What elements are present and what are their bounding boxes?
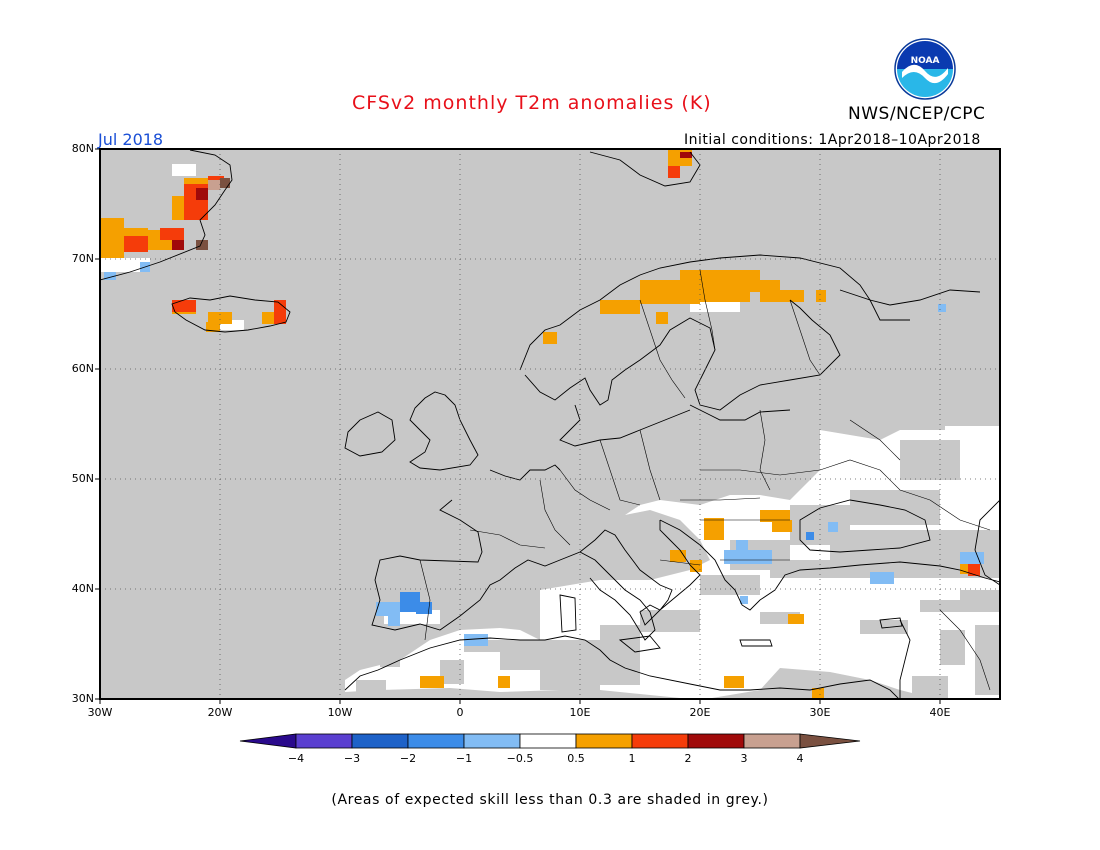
colorbar-label: −0.5: [506, 752, 534, 765]
colorbar-label: −4: [287, 752, 305, 765]
lon-label-20e: 20E: [689, 706, 711, 719]
colorbar-label: −2: [399, 752, 417, 765]
noaa-logo-text: NOAA: [911, 56, 940, 66]
colorbar-bin: [519, 733, 577, 749]
lon-label-30e: 30E: [809, 706, 831, 719]
axis-ticks: [95, 148, 941, 704]
lon-label-20w: 20W: [207, 706, 233, 719]
anomaly-2-3: [172, 152, 692, 250]
lon-label-30w: 30W: [87, 706, 113, 719]
grey-patches: [356, 440, 1000, 699]
anomaly-neg1-neg2: [400, 532, 814, 614]
colorbar-bin: [687, 733, 745, 749]
colorbar-label: −1: [455, 752, 473, 765]
colorbar-bin: [631, 733, 689, 749]
lon-label-40e: 40E: [929, 706, 951, 719]
noaa-logo-icon: NOAA: [894, 38, 956, 100]
country-borders: [419, 269, 991, 691]
colorbar-bin: [295, 733, 353, 749]
colorbar-bin: [351, 733, 409, 749]
colorbar-label: 4: [796, 752, 804, 765]
lon-label-10w: 10W: [327, 706, 353, 719]
colorbar-label: 1: [628, 752, 636, 765]
colorbar-high-arrow: [799, 733, 861, 749]
skill-footnote: (Areas of expected skill less than 0.3 a…: [331, 792, 769, 808]
colorbar-bin: [407, 733, 465, 749]
colorbar-label: −3: [343, 752, 361, 765]
lat-label-50n: 50N: [71, 472, 94, 485]
colorbar-low-arrow: [239, 733, 297, 749]
chart-title: CFSv2 monthly T2m anomalies (K): [352, 92, 712, 114]
lat-label-30n: 30N: [71, 692, 94, 705]
colorbar-label: 0.5: [567, 752, 585, 765]
colorbar-bin: [575, 733, 633, 749]
anomaly-3-4: [208, 180, 220, 190]
map-frame: [99, 148, 1001, 700]
graticule: [100, 149, 1000, 699]
anomaly-neg0.5-neg1: [104, 262, 984, 646]
colorbar-bin: [743, 733, 801, 749]
initial-conditions: Initial conditions: 1Apr2018–10Apr2018: [684, 132, 981, 148]
colorbar-label: 3: [740, 752, 748, 765]
lat-label-60n: 60N: [71, 362, 94, 375]
lon-label-0: 0: [456, 706, 464, 719]
lon-label-10e: 10E: [569, 706, 591, 719]
colorbar-bin: [463, 733, 521, 749]
agency-label: NWS/NCEP/CPC: [848, 104, 986, 124]
forecast-month: Jul 2018: [98, 130, 164, 149]
colorbar-label: 2: [684, 752, 692, 765]
lat-label-80n: 80N: [71, 142, 94, 155]
anomaly-gt4: [196, 178, 230, 250]
lat-label-40n: 40N: [71, 582, 94, 595]
lat-label-70n: 70N: [71, 252, 94, 265]
colorbar: [239, 733, 861, 749]
